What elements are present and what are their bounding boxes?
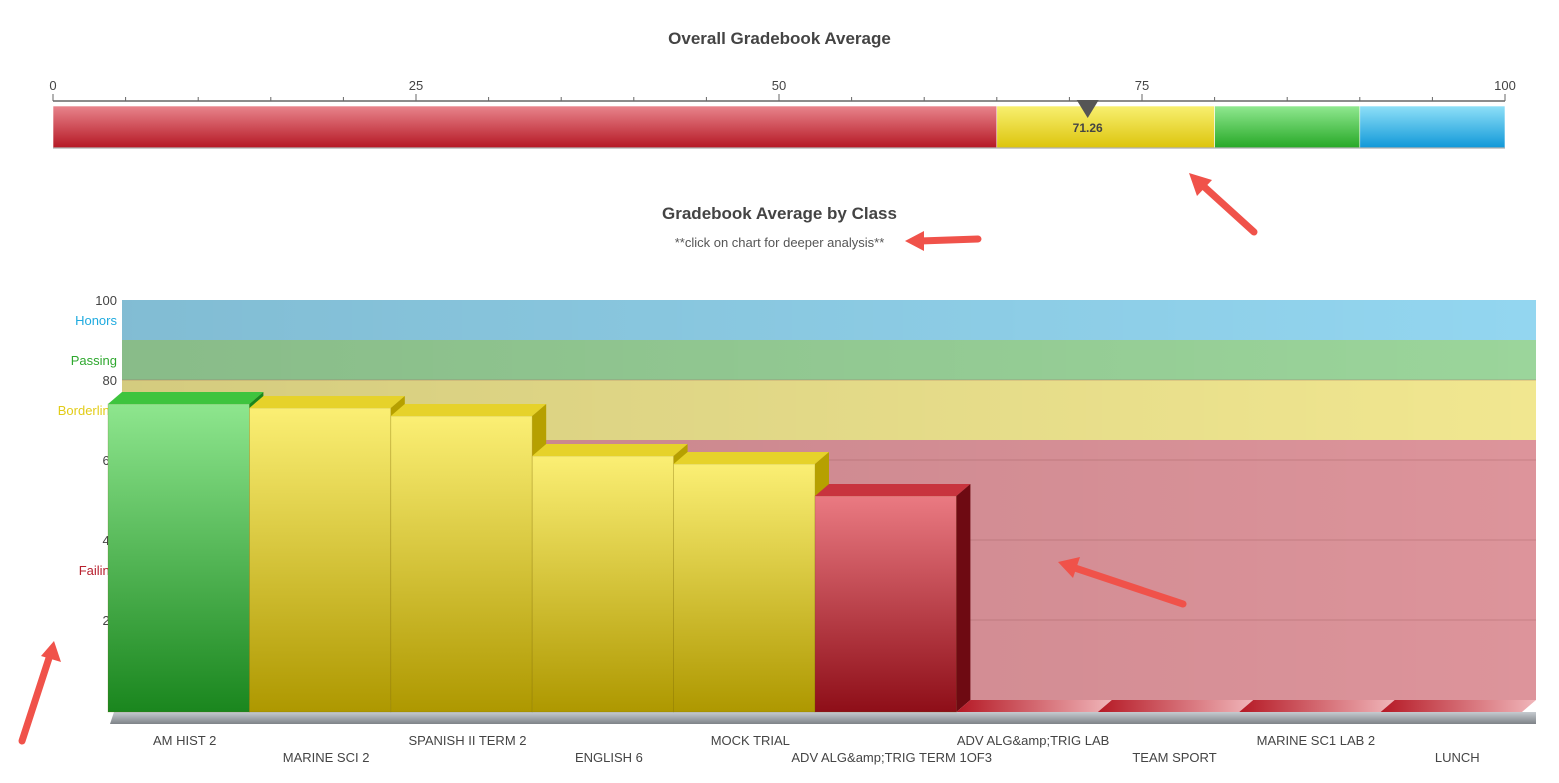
bar-front[interactable] bbox=[107, 403, 250, 713]
bar-top[interactable] bbox=[956, 700, 1112, 712]
x-tick-label: ADV ALG&amp;TRIG TERM 1OF3 bbox=[791, 750, 992, 765]
band-label: Honors bbox=[75, 313, 117, 328]
gauge-tick-label: 50 bbox=[772, 78, 786, 93]
bar-front[interactable] bbox=[390, 415, 533, 713]
bar-top[interactable] bbox=[1097, 700, 1254, 712]
arrow-icon bbox=[18, 641, 61, 745]
gauge-value-label: 71.26 bbox=[1073, 121, 1103, 135]
bar[interactable] bbox=[673, 452, 829, 713]
gauge-range bbox=[52, 105, 998, 149]
x-tick-label: MARINE SC1 LAB 2 bbox=[1257, 733, 1376, 748]
x-tick-label: MOCK TRIAL bbox=[711, 733, 790, 748]
bar[interactable] bbox=[956, 700, 1112, 712]
x-axis-labels: AM HIST 2 MARINE SCI 2 SPANISH II TERM 2 EN… bbox=[153, 733, 1480, 765]
gauge-ranges bbox=[52, 105, 1506, 149]
gauge-tick-label: 100 bbox=[1494, 78, 1516, 93]
y-tick-label: 80 bbox=[103, 373, 117, 388]
x-tick-label: MARINE SCI 2 bbox=[283, 750, 370, 765]
gauge-title: Overall Gradebook Average bbox=[668, 29, 891, 48]
bar[interactable] bbox=[1380, 700, 1536, 712]
bar-front[interactable] bbox=[814, 495, 957, 713]
x-tick-label: ENGLISH 6 bbox=[575, 750, 643, 765]
gauge-marker: 71.26 bbox=[1073, 100, 1103, 135]
bar[interactable] bbox=[1097, 700, 1254, 712]
gauge-axis: 0 25 50 75 100 bbox=[49, 78, 1516, 102]
band-label: Borderline bbox=[58, 403, 117, 418]
y-tick-label: 100 bbox=[95, 293, 117, 308]
gauge-tick-label: 25 bbox=[409, 78, 423, 93]
arrow-icon bbox=[1189, 173, 1258, 236]
bar[interactable] bbox=[107, 392, 264, 713]
bar-top[interactable] bbox=[815, 484, 971, 496]
chart-subtitle: **click on chart for deeper analysis** bbox=[674, 235, 885, 250]
x-tick-label: ADV ALG&amp;TRIG LAB bbox=[957, 733, 1109, 748]
bar-front[interactable] bbox=[673, 463, 816, 713]
arrow-icon bbox=[1058, 557, 1187, 608]
band-labels: Honors Passing Borderline Failing bbox=[58, 313, 118, 578]
gauge-pointer-icon bbox=[1076, 100, 1099, 118]
floor-slab bbox=[110, 712, 1536, 724]
bar[interactable] bbox=[814, 484, 971, 713]
bar-top[interactable] bbox=[1380, 700, 1536, 712]
bar[interactable] bbox=[531, 444, 688, 713]
bar-top[interactable] bbox=[1239, 700, 1395, 712]
band-label: Failing bbox=[79, 563, 117, 578]
gauge-tick-label: 0 bbox=[49, 78, 56, 93]
bar-top[interactable] bbox=[673, 452, 829, 464]
x-tick-label: SPANISH II TERM 2 bbox=[409, 733, 527, 748]
bar-top[interactable] bbox=[532, 444, 688, 456]
chart-floor bbox=[110, 712, 1536, 724]
gauge-shadow bbox=[53, 147, 1505, 149]
bar-side[interactable] bbox=[956, 484, 971, 712]
chart-title: Gradebook Average by Class bbox=[662, 204, 897, 223]
arrow-icon bbox=[905, 231, 982, 251]
bar[interactable] bbox=[248, 396, 405, 713]
gauge-tick-label: 75 bbox=[1135, 78, 1149, 93]
bar-top[interactable] bbox=[249, 396, 405, 408]
band-label: Passing bbox=[71, 353, 117, 368]
x-tick-label: TEAM SPORT bbox=[1132, 750, 1216, 765]
bar-top[interactable] bbox=[390, 404, 547, 416]
x-tick-label: LUNCH bbox=[1435, 750, 1480, 765]
x-tick-label: AM HIST 2 bbox=[153, 733, 216, 748]
bar-chart[interactable]: 020406080100 HonorsPassingBorderlineFail… bbox=[58, 293, 1536, 765]
bar-top[interactable] bbox=[108, 392, 264, 404]
gauge-range bbox=[996, 105, 1215, 149]
bar[interactable] bbox=[390, 404, 547, 713]
annotation-arrows bbox=[18, 173, 1258, 745]
bar[interactable] bbox=[1239, 700, 1395, 712]
gauge-range bbox=[1359, 105, 1506, 149]
bar-front[interactable] bbox=[248, 407, 392, 713]
bars[interactable] bbox=[107, 392, 1536, 713]
bar-front[interactable] bbox=[531, 455, 675, 713]
gauge-range bbox=[1214, 105, 1361, 149]
gauge: 0 25 50 75 100 71.26 bbox=[49, 78, 1516, 149]
